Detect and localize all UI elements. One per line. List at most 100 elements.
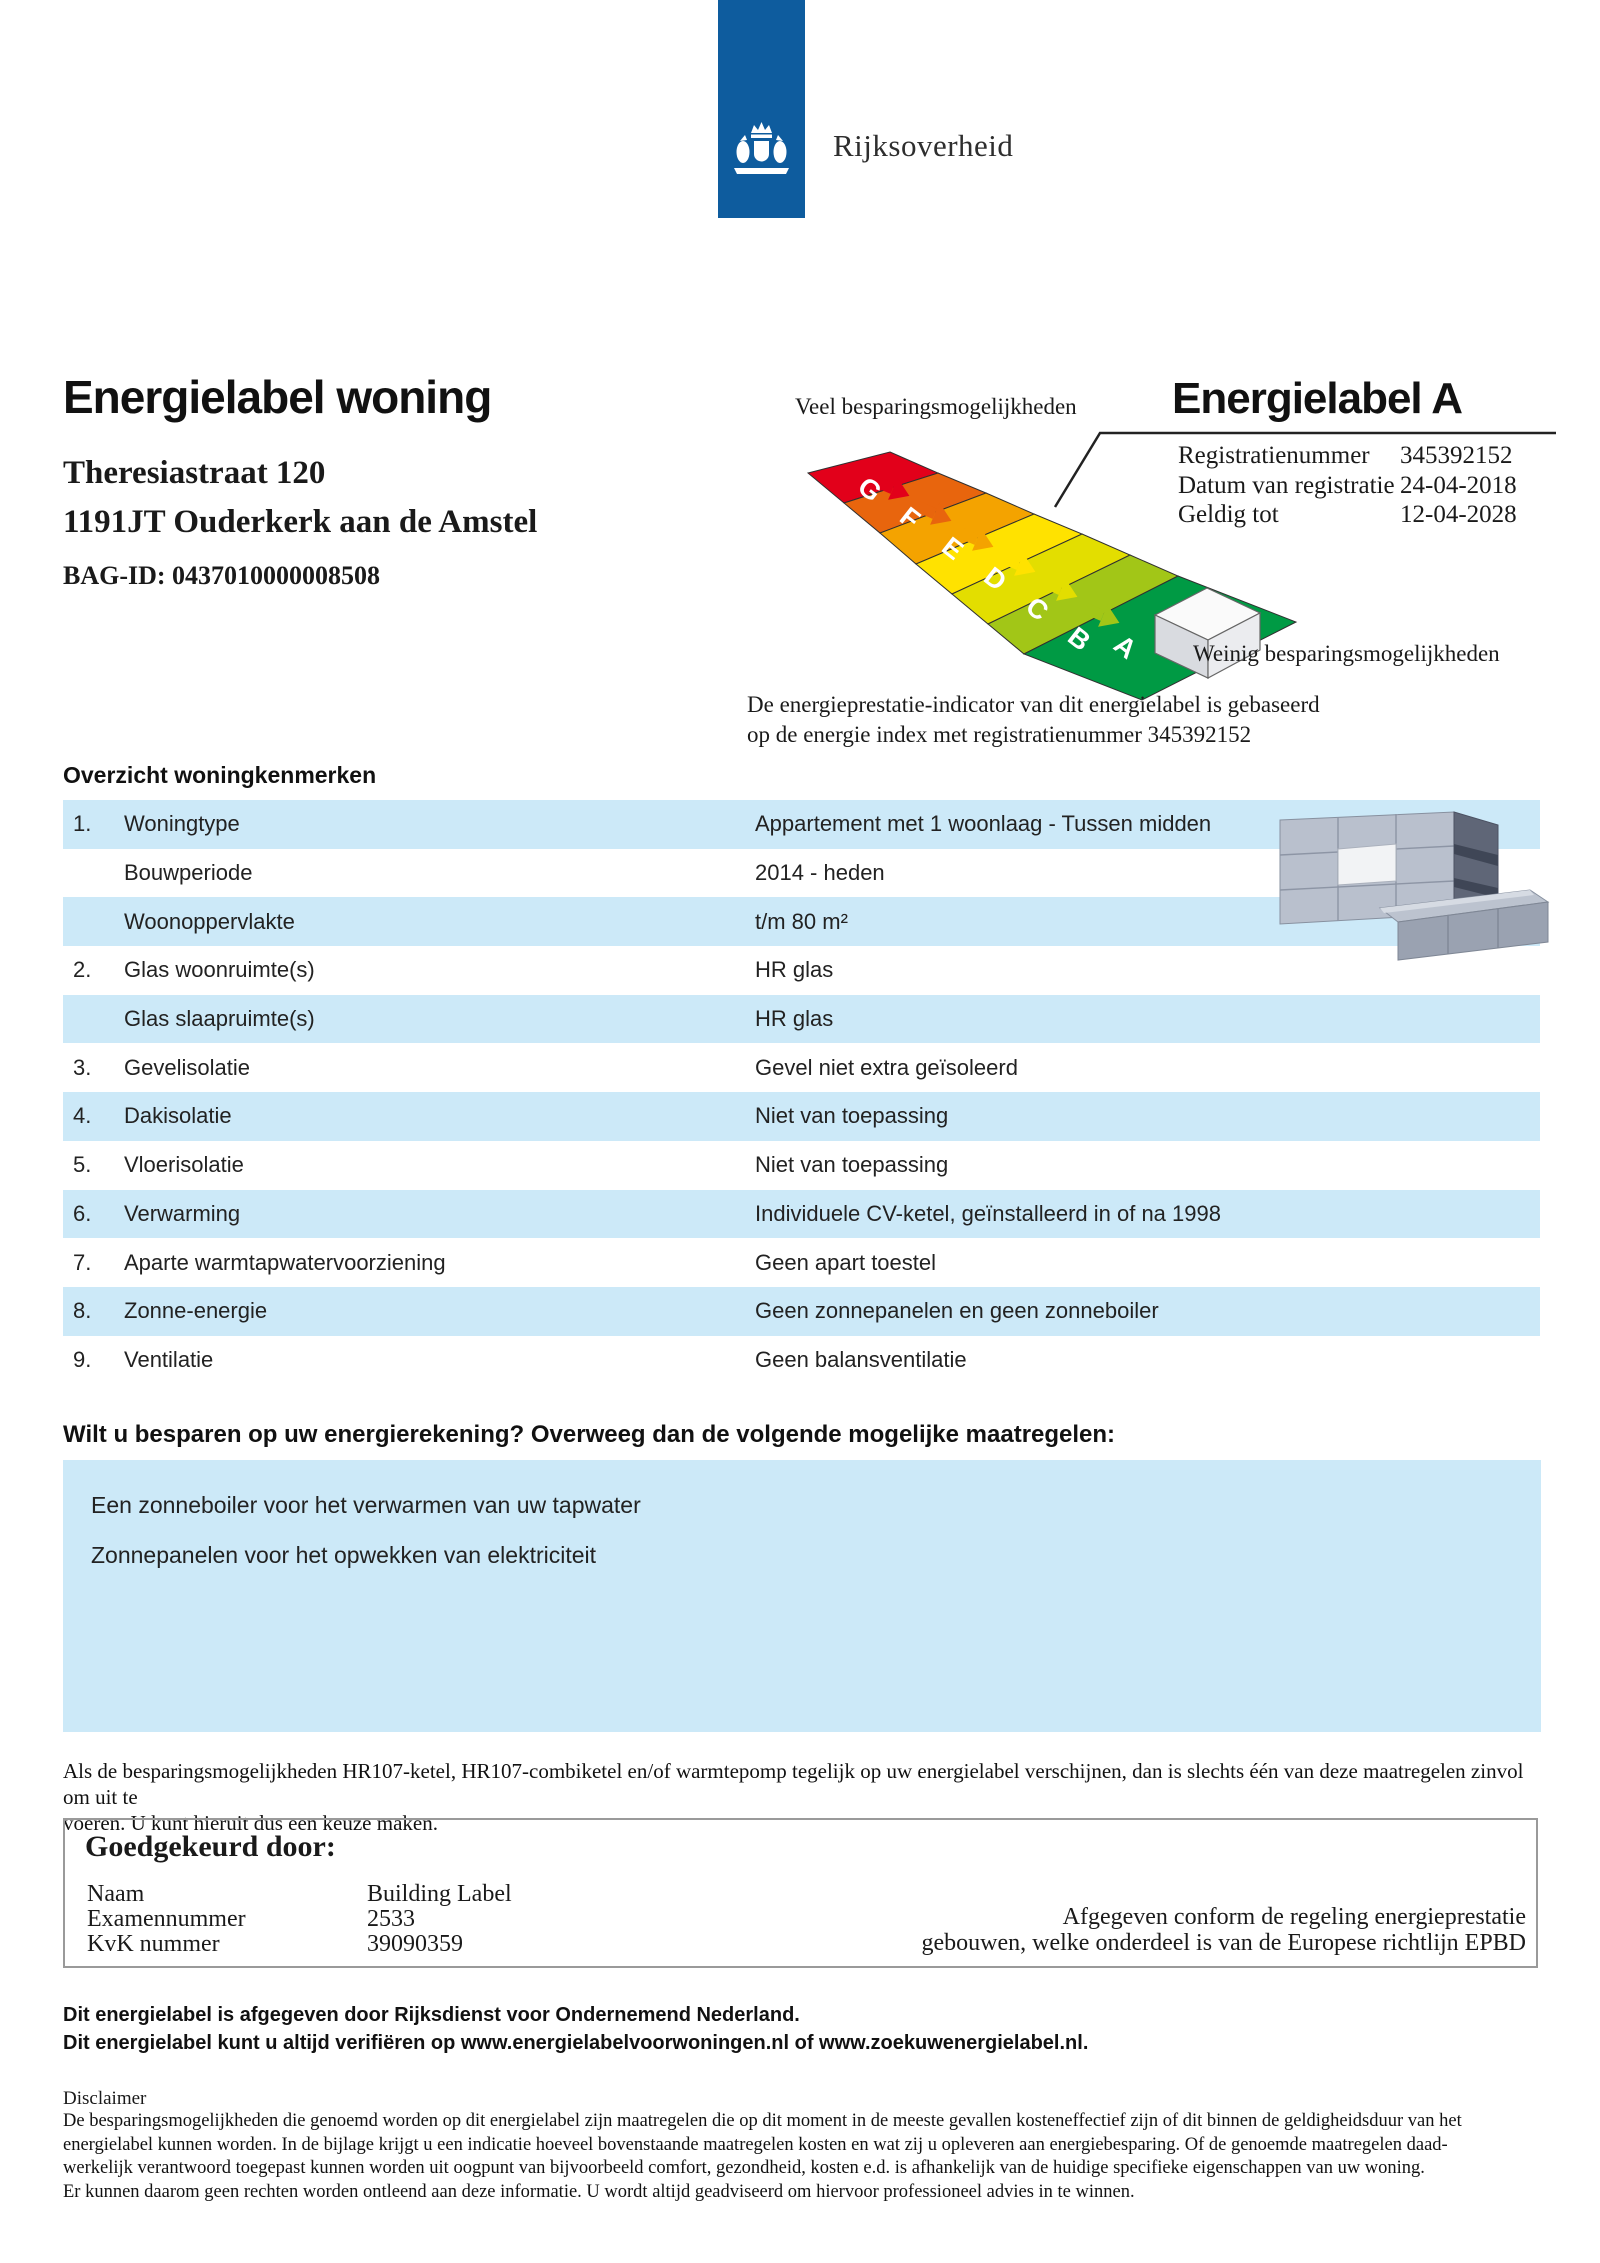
row-number: 6. — [73, 1200, 92, 1226]
row-value: Geen apart toestel — [755, 1249, 937, 1275]
table-row: 2. Glas woonruimte(s) HR glas — [63, 946, 1540, 995]
rijksoverheid-wordmark: Rijksoverheid — [833, 128, 1014, 163]
table-row: 4. Dakisolatie Niet van toepassing — [63, 1092, 1540, 1141]
row-value: Geen balansventilatie — [755, 1346, 967, 1372]
veel-besparingsmogelijkheden-label: Veel besparingsmogelijkheden — [795, 394, 1077, 419]
row-label: Dakisolatie — [124, 1103, 232, 1129]
row-value: HR glas — [755, 957, 834, 983]
row-value: HR glas — [755, 1006, 834, 1032]
measures-note: Als de besparingsmogelijkheden HR107-ket… — [63, 1758, 1548, 1836]
conformity-statement: Afgegeven conform de regeling energiepre… — [766, 1904, 1527, 1956]
registration-label: Geldig tot — [1178, 501, 1279, 528]
field-value: 2533 — [367, 1906, 415, 1932]
basis-note-line2: op de energie index met registratienumme… — [747, 722, 1252, 747]
table-row: 8. Zonne-energie Geen zonnepanelen en ge… — [63, 1286, 1540, 1336]
approval-field-row: KvK nummer 39090359 — [87, 1932, 512, 1957]
field-label: KvK nummer — [87, 1931, 220, 1957]
issued-by-line: Dit energielabel is afgegeven door Rijks… — [63, 2004, 800, 2026]
registration-label: Registratienummer — [1178, 442, 1370, 469]
row-label: Woningtype — [124, 811, 240, 837]
weinig-besparingsmogelijkheden-label: Weinig besparingsmogelijkheden — [1193, 641, 1500, 666]
row-value: Individuele CV-ketel, geïnstalleerd in o… — [755, 1200, 1221, 1226]
table-row: Glas slaapruimte(s) HR glas — [63, 994, 1540, 1044]
house-icon — [1153, 587, 1262, 680]
table-row: 3. Gevelisolatie Gevel niet extra geïsol… — [63, 1043, 1540, 1092]
bag-id: BAG-ID: 0437010000008508 — [63, 561, 381, 590]
table-heading: Overzicht woningkenmerken — [63, 762, 377, 788]
energy-rating-ribbon-graphic: G F E D C B A — [806, 431, 1556, 701]
page-title: Energielabel woning — [63, 371, 492, 423]
disclaimer-line: energielabel kunnen worden. In de bijlag… — [63, 2134, 1448, 2155]
verify-line: Dit energielabel kunt u altijd verifiëre… — [63, 2032, 1089, 2054]
registration-value: 345392152 — [1400, 442, 1513, 469]
disclaimer-line: De besparingsmogelijkheden die genoemd w… — [63, 2111, 1462, 2131]
registration-value: 24-04-2018 — [1400, 471, 1517, 499]
registration-block: Registratienummer 345392152 Datum van re… — [1178, 441, 1517, 530]
row-value: Niet van toepassing — [755, 1103, 949, 1129]
energy-label-title: Energielabel A — [1172, 374, 1463, 423]
measures-heading: Wilt u besparen op uw energierekening? O… — [63, 1421, 1116, 1448]
measure-item: Zonnepanelen voor het opwekken van elekt… — [91, 1542, 597, 1568]
table-row: Bouwperiode 2014 - heden — [63, 849, 1540, 898]
approval-box: Goedgekeurd door: Naam Building Label Ex… — [63, 1818, 1538, 1968]
row-label: Ventilatie — [124, 1346, 214, 1372]
row-label: Glas slaapruimte(s) — [124, 1006, 315, 1032]
row-number: 5. — [73, 1152, 92, 1178]
characteristics-table: 1. Woningtype Appartement met 1 woonlaag… — [63, 800, 1540, 1384]
row-label: Woonoppervlakte — [124, 908, 295, 934]
basis-note-line1: De energieprestatie-indicator van dit en… — [747, 692, 1320, 717]
disclaimer-line: Er kunnen daarom geen rechten worden ont… — [63, 2181, 1135, 2202]
row-number: 7. — [73, 1249, 92, 1275]
table-row: 7. Aparte warmtapwatervoorziening Geen a… — [63, 1238, 1540, 1287]
basis-note: De energieprestatie-indicator van dit en… — [747, 690, 1320, 750]
field-value: 39090359 — [367, 1931, 463, 1957]
measures-box: Een zonneboiler voor het verwarmen van u… — [63, 1460, 1541, 1732]
row-label: Bouwperiode — [124, 860, 253, 886]
table-row: 9. Ventilatie Geen balansventilatie — [63, 1336, 1540, 1385]
registration-label: Datum van registratie — [1178, 471, 1395, 499]
row-value: t/m 80 m² — [755, 908, 848, 934]
conformity-line2: gebouwen, welke onderdeel is van de Euro… — [921, 1930, 1527, 1956]
table-row: 5. Vloerisolatie Niet van toepassing — [63, 1141, 1540, 1190]
disclaimer-text: De besparingsmogelijkheden die genoemd w… — [63, 2110, 1553, 2204]
registration-row: Geldig tot 12-04-2028 — [1178, 500, 1517, 530]
address-line2: 1191JT Ouderkerk aan de Amstel — [63, 504, 538, 540]
row-label: Zonne-energie — [124, 1298, 268, 1324]
approval-field-row: Examennummer 2533 — [87, 1907, 512, 1932]
disclaimer-heading: Disclaimer — [63, 2088, 147, 2109]
measure-item: Een zonneboiler voor het verwarmen van u… — [91, 1492, 641, 1518]
approval-fields: Naam Building Label Examennummer 2533 Kv… — [87, 1882, 512, 1957]
row-number: 2. — [73, 957, 92, 983]
approval-field-row: Naam Building Label — [87, 1882, 512, 1907]
row-value: Appartement met 1 woonlaag - Tussen midd… — [755, 811, 1212, 837]
row-label: Vloerisolatie — [124, 1152, 244, 1178]
rijksoverheid-emblem — [734, 122, 789, 174]
ribbon-arrows — [874, 476, 1120, 627]
row-number: 1. — [73, 811, 92, 837]
conformity-line1: Afgegeven conform de regeling energiepre… — [1062, 1904, 1526, 1930]
table-row: 6. Verwarming Individuele CV-ketel, geïn… — [63, 1189, 1540, 1239]
measures-note-line1: Als de besparingsmogelijkheden HR107-ket… — [63, 1759, 1524, 1809]
connector-line — [1053, 431, 1556, 508]
row-value: Geen zonnepanelen en geen zonneboiler — [755, 1298, 1159, 1324]
measures-note-line2: voeren. U kunt hieruit dus een keuze mak… — [63, 1811, 438, 1835]
field-value: Building Label — [367, 1881, 512, 1907]
registration-value: 12-04-2028 — [1400, 501, 1517, 528]
row-label: Gevelisolatie — [124, 1054, 250, 1080]
field-label: Examennummer — [87, 1906, 246, 1932]
row-value: Niet van toepassing — [755, 1152, 949, 1178]
row-value: Gevel niet extra geïsoleerd — [755, 1054, 1018, 1080]
row-number: 3. — [73, 1054, 92, 1080]
row-number: 8. — [73, 1298, 92, 1324]
address-line1: Theresiastraat 120 — [63, 455, 326, 491]
row-number: 4. — [73, 1103, 92, 1129]
row-value: 2014 - heden — [755, 860, 885, 886]
field-label: Naam — [87, 1881, 145, 1907]
disclaimer-line: werkelijk verantwoord toegepast kunnen w… — [63, 2158, 1425, 2178]
row-number: 9. — [73, 1346, 92, 1372]
apartment-building-illustration — [1279, 811, 1550, 961]
approval-heading: Goedgekeurd door: — [85, 1830, 336, 1863]
registration-row: Datum van registratie 24-04-2018 — [1178, 471, 1517, 501]
registration-row: Registratienummer 345392152 — [1178, 441, 1517, 471]
